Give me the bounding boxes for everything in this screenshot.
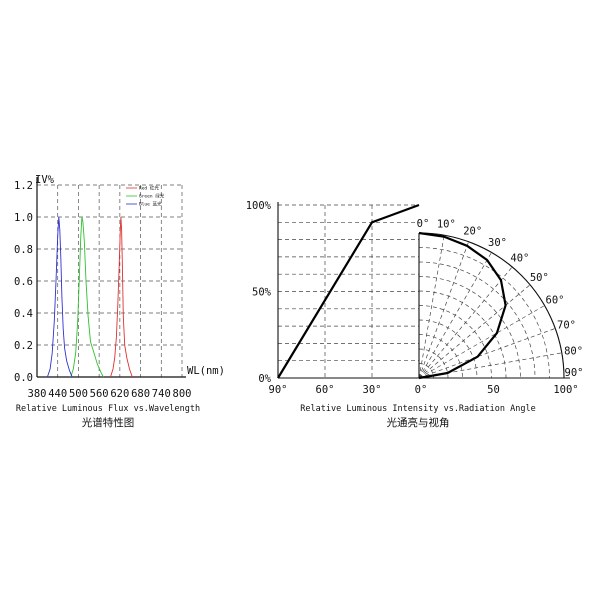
- radiation-curves: [277, 203, 507, 380]
- radiation-caption-cn: 光通亮与视角: [387, 416, 450, 429]
- radiation-grid-arc: [418, 363, 434, 379]
- radiation-grid: [278, 204, 565, 379]
- radiation-x-tick-left: 60°: [316, 384, 335, 396]
- spectral-frame: [36, 177, 186, 378]
- spectral-x-tick-label: 500: [69, 388, 88, 400]
- radiation-linear-curve: [277, 203, 420, 379]
- radiation-chart: 0° 10°20°30°40°50°60°70°80°90° 90° 60° 30° 0…: [246, 200, 584, 429]
- radiation-x-tick-left: 30°: [363, 384, 382, 396]
- radiation-grid-spoke: [418, 235, 445, 379]
- radiation-grid-arc: [418, 348, 449, 379]
- radiation-grid-spoke: [418, 305, 545, 379]
- spectral-caption-cn: 光谱特性图: [82, 416, 135, 429]
- radiation-angle-labels: 0° 10° 20° 30°40°50° 60° 70° 80° 90°: [417, 218, 584, 379]
- spectral-x-tick-label: 740: [152, 388, 171, 400]
- spectral-y-tick-label: 1.0: [14, 212, 33, 224]
- radiation-angle-label: 50°: [530, 272, 549, 284]
- spectral-x-tick-label: 680: [131, 388, 150, 400]
- radiation-grid-arc: [418, 305, 492, 379]
- spectral-y-tick-label: 0.0: [14, 372, 33, 384]
- spectral-caption: Relative Luminous Flux vs.Wavelength: [16, 404, 200, 414]
- radiation-grid-spoke: [418, 252, 492, 379]
- radiation-polar-curve: [418, 231, 507, 380]
- radiation-angle-label: 0°: [417, 218, 430, 230]
- spectral-chart: 380 440 500 560 620 680 740 800 0.0 0.2 0.4 0.6 0.8…: [14, 174, 225, 429]
- legend-label-0: Red 红光: [139, 185, 159, 192]
- spectral-x-tick-label: 380: [28, 388, 47, 400]
- radiation-angle-label: 20°: [463, 226, 482, 238]
- radiation-x-tick-right: 50: [487, 384, 500, 396]
- radiation-y-tick-label: 50%: [252, 287, 272, 299]
- radiation-caption: Relative Luminous Intensity vs.Radiation…: [300, 404, 535, 414]
- radiation-grid-spoke: [418, 241, 469, 379]
- spectral-y-tick-label: 0.8: [14, 244, 33, 256]
- radiation-x-tick-right: 100°: [553, 384, 578, 396]
- spectral-y-tick-label: 1.2: [14, 180, 33, 192]
- radiation-grid-arc: [418, 247, 550, 379]
- spectral-y-axis-label: IV%: [35, 174, 55, 186]
- spectral-x-tick-label: 440: [48, 388, 67, 400]
- spectral-series-line-1: [70, 216, 104, 378]
- radiation-angle-label: 80°: [564, 346, 583, 358]
- spectral-grid: [37, 184, 183, 377]
- spectral-y-tick-label: 0.6: [14, 276, 33, 288]
- spectral-series-line-0: [110, 216, 133, 378]
- radiation-grid-spoke: [418, 284, 531, 379]
- spectral-y-tick-label: 0.2: [14, 340, 33, 352]
- radiation-grid-arc: [418, 276, 521, 379]
- radiation-grid-arc: [418, 261, 536, 379]
- radiation-angle-label: 10°: [437, 218, 456, 230]
- spectral-x-axis-label: WL(nm): [187, 365, 225, 377]
- legend-label-2: Blue 蓝光: [139, 201, 162, 208]
- radiation-x-tick-left: 90°: [269, 384, 288, 396]
- legend-label-1: Green 绿光: [139, 193, 165, 200]
- radiation-x-tick-right: 0°: [415, 384, 428, 396]
- spectral-x-tick-label: 560: [90, 388, 109, 400]
- spectral-x-tick-label: 800: [173, 388, 192, 400]
- radiation-grid-arc: [418, 319, 478, 379]
- radiation-grid-spoke: [418, 328, 556, 379]
- radiation-grid-arc: [418, 290, 507, 379]
- spectral-y-tick-label: 0.4: [14, 308, 33, 320]
- spectral-series-line-2: [46, 216, 73, 378]
- radiation-angle-label: 40°: [510, 253, 529, 265]
- radiation-grid-spoke: [418, 266, 513, 379]
- radiation-grid-arc: [418, 232, 565, 379]
- radiation-y-ticks: 0% 50% 100%: [246, 200, 272, 385]
- radiation-y-tick-label: 100%: [246, 200, 272, 212]
- radiation-outer-arc: [418, 232, 565, 379]
- radiation-angle-label: 30°: [488, 237, 507, 249]
- radiation-angle-label: 70°: [557, 319, 576, 331]
- radiation-x-ticks: 90° 60° 30° 0° 50 100°: [269, 384, 579, 396]
- spectral-curves: [46, 216, 133, 378]
- radiation-angle-label: 60°: [546, 295, 565, 307]
- radiation-angle-label: 90°: [565, 367, 584, 379]
- spectral-x-tick-label: 620: [110, 388, 129, 400]
- spectral-y-ticks: 0.0 0.2 0.4 0.6 0.8 1.0 1.2: [14, 180, 33, 384]
- spectral-x-ticks: 380 440 500 560 620 680 740 800: [28, 388, 192, 400]
- radiation-y-tick-label: 0%: [258, 373, 271, 385]
